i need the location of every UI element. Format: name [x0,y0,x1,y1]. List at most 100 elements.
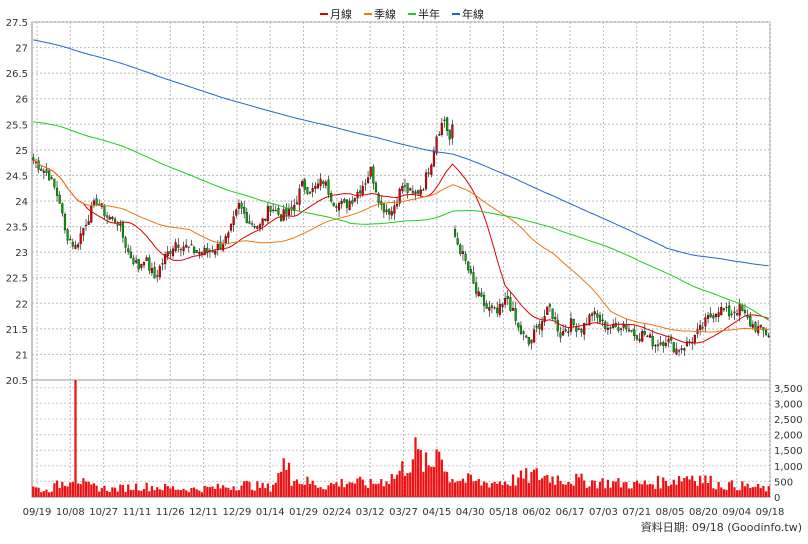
volume-tick-label: 1,500 [774,446,803,457]
price-tick-label: 25 [15,146,28,157]
candle-up [42,170,45,173]
volume-bar [656,475,660,497]
volume-bar [720,487,723,497]
time-tick-label: 01/29 [289,507,318,518]
time-tick-label: 09/19 [23,507,52,518]
volume-bar [301,484,304,497]
candle-down [438,134,441,136]
candle-down [453,228,457,237]
volume-bar [330,482,333,497]
volume-bar [92,483,96,497]
candle-up [717,312,720,317]
legend-label: 年線 [462,7,484,21]
volume-bar [527,482,530,497]
ma-quarter-line [33,159,769,333]
volume-bar [121,485,125,497]
volume-bar [219,488,222,497]
candle-up [256,226,259,229]
candle-down [485,303,488,309]
volume-bar [680,481,683,497]
candle-down [525,335,528,338]
volume-bar [662,477,665,497]
volume-bar [651,484,654,497]
volume-bar [485,482,488,497]
candle-up [348,200,351,210]
candle-down [308,191,312,194]
volume-bar [401,461,404,497]
time-tick-label: 12/29 [222,507,251,518]
volume-bar [667,485,670,497]
volume-bar [229,489,233,497]
candle-up [135,260,138,263]
volume-bar [767,486,770,497]
candle-up [738,303,741,316]
candle-down [741,305,744,312]
volume-bar [764,491,768,497]
volume-bar [106,490,109,497]
candle-up [77,244,80,248]
volume-bar [37,487,40,497]
volume-bar [675,484,678,497]
candle-up [353,198,356,202]
candle-up [530,339,533,344]
volume-bar [556,475,559,497]
candle-up [90,206,93,223]
price-tick-label: 24 [15,197,28,208]
volume-bar [612,481,615,497]
volume-bar [45,489,48,497]
volume-bar [124,491,127,497]
candle-down [596,313,599,318]
volume-bar [111,487,114,497]
candle-down [179,248,182,251]
candle-down [240,202,243,209]
candle-up [403,185,407,187]
time-tick-label: 03/27 [389,507,418,518]
candle-up [767,335,770,337]
candle-up [266,205,269,222]
candle-up [477,291,480,297]
candle-down [482,295,486,306]
candle-down [548,304,551,307]
candle-down [253,225,256,228]
volume-bar [569,483,573,497]
candle-up [50,177,53,179]
volume-bar [398,470,401,497]
candle-up [535,326,538,328]
legend-label: 半年 [418,7,440,21]
volume-bar [42,491,45,497]
volume-bar [290,485,293,497]
candle-up [675,348,678,355]
volume-bar [48,492,51,497]
candle-up [82,227,85,236]
candle-down [245,212,248,224]
volume-bar [490,483,494,497]
candle-up [390,211,393,216]
candle-up [699,324,702,330]
volume-bar [203,485,206,497]
volume-bar [53,483,56,497]
volume-bar [50,491,53,497]
volume-bar [74,380,77,497]
candle-up [543,316,546,322]
candle-down [538,324,541,329]
volume-bar [633,482,636,497]
candle-down [248,221,251,224]
candle-up [461,251,465,254]
candle-down [564,329,567,332]
candle-up [720,307,723,316]
volume-bar [683,477,686,497]
volume-bar [174,489,177,497]
candle-up [735,313,739,315]
volume-bar [635,480,639,497]
volume-bar [577,477,581,497]
candle-up [235,209,238,216]
time-tick-label: 06/17 [556,507,585,518]
candle-down [177,244,180,248]
legend-label: 季線 [374,7,396,21]
volume-tick-label: 3,500 [774,384,803,395]
candle-down [712,315,715,319]
candle-up [187,246,190,248]
time-tick-label: 03/12 [356,507,385,518]
volume-bar [388,483,391,497]
candle-up [111,216,114,220]
